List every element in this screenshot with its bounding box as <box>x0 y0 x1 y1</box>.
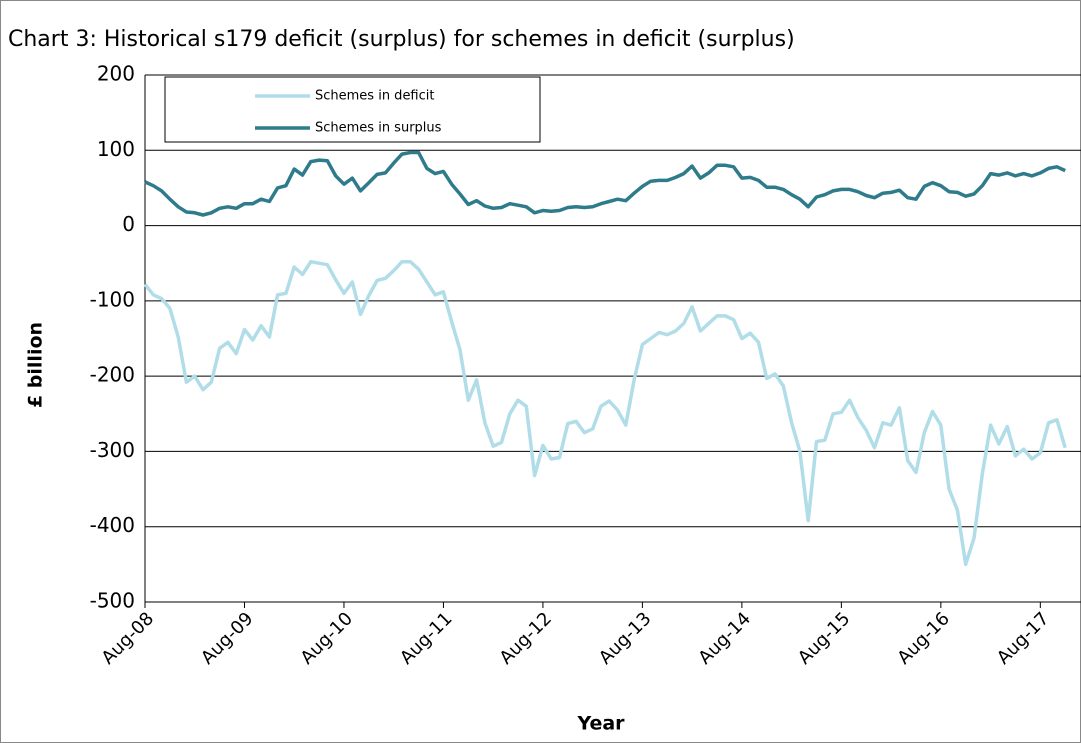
y-tick-label: 200 <box>97 62 135 86</box>
series-line <box>144 150 1066 217</box>
y-tick-label: -300 <box>90 438 135 462</box>
chart-title: Chart 3: Historical s179 deficit (surplu… <box>8 27 795 52</box>
y-axis-label: £ billion <box>25 322 47 408</box>
series-line <box>143 259 1067 567</box>
y-tick-label: 0 <box>122 212 135 236</box>
x-axis-label: Year <box>576 713 625 735</box>
y-tick-label: -100 <box>90 287 135 311</box>
legend-box <box>164 76 541 143</box>
legend-label: Schemes in surplus <box>315 121 442 136</box>
y-tick-label: -500 <box>90 589 135 613</box>
y-tick-label: -400 <box>90 513 135 537</box>
y-tick-label: -200 <box>90 363 135 387</box>
legend-label: Schemes in deficit <box>315 89 434 104</box>
y-tick-label: 100 <box>97 137 135 161</box>
